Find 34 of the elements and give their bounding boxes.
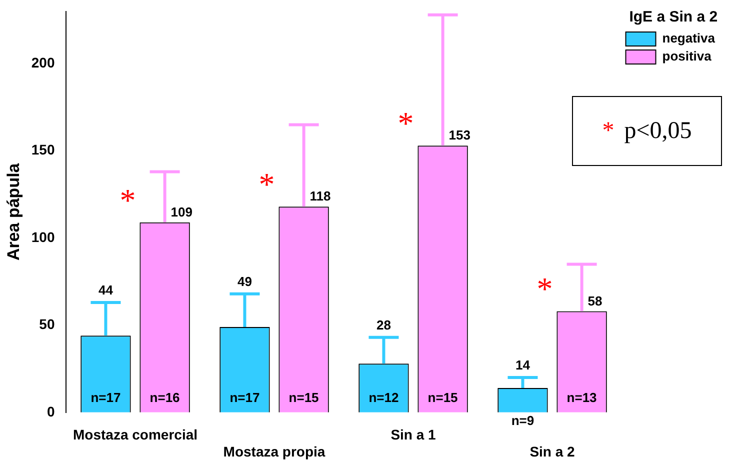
- data-label: 109: [170, 204, 192, 220]
- y-tick-label: 200: [31, 54, 55, 71]
- annotation: n=9: [511, 412, 534, 428]
- legend-title: IgE a Sin a 2: [629, 8, 718, 26]
- annotation: *: [120, 182, 136, 218]
- annotation: *: [258, 166, 275, 202]
- annotation: n=17: [230, 390, 260, 405]
- data-label: 118: [310, 188, 331, 204]
- annotation: *: [536, 270, 553, 307]
- data-label: 44: [98, 282, 114, 298]
- annotation: n=15: [288, 390, 319, 405]
- x-tick-label: Mostaza comercial: [73, 426, 198, 443]
- data-label: 153: [448, 128, 470, 143]
- y-tick-label: 50: [39, 316, 55, 332]
- annotation: n=15: [428, 390, 458, 405]
- y-tick-label: 100: [31, 228, 55, 245]
- legend-label: negativa: [662, 30, 716, 46]
- annotation: n=12: [368, 390, 399, 405]
- annotation: n=17: [90, 390, 121, 405]
- y-axis-title: Area pápula: [4, 162, 23, 261]
- data-label: 49: [237, 274, 252, 289]
- x-tick-label: Sin a 2: [530, 443, 576, 460]
- y-tick-label: 0: [46, 403, 55, 420]
- legend-label: positiva: [662, 48, 712, 64]
- annotation: n=13: [566, 390, 597, 405]
- annotation: n=16: [150, 390, 180, 405]
- data-label: 58: [588, 293, 602, 308]
- annotation: *: [398, 105, 414, 142]
- data-label: 14: [515, 358, 531, 373]
- x-tick-label: Sin a 1: [390, 426, 436, 443]
- x-tick-label: Mostaza propia: [223, 443, 326, 460]
- data-label: 28: [376, 317, 391, 332]
- annotation: * p<0,05: [572, 96, 722, 166]
- y-tick-label: 150: [31, 142, 55, 158]
